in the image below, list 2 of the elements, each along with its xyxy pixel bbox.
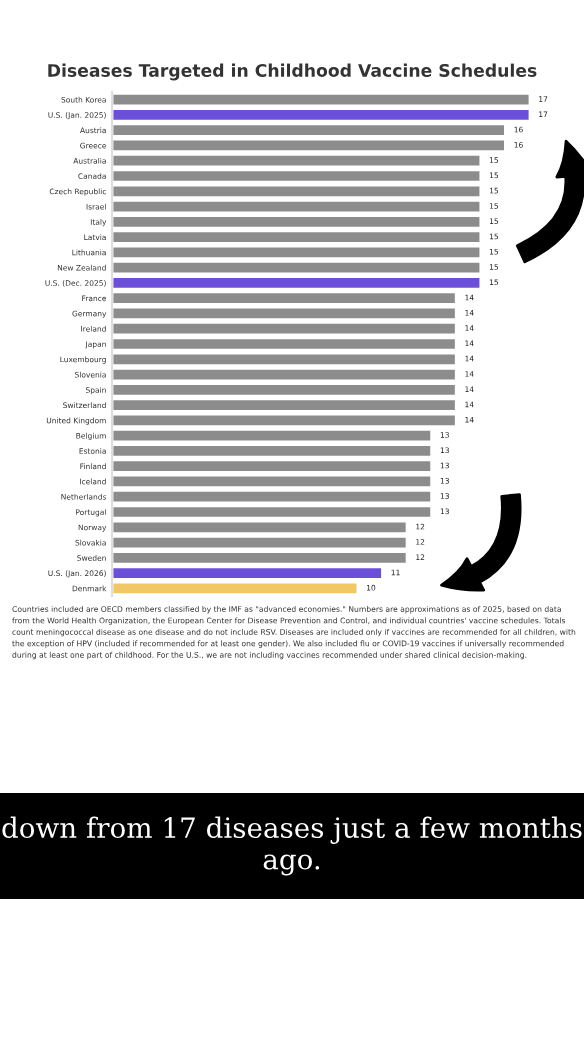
text: down from 17 diseases just a few months ago. bbox=[2, 816, 582, 876]
chart-title: Diseases Targeted in Childhood Vaccine Schedules bbox=[48, 63, 537, 81]
